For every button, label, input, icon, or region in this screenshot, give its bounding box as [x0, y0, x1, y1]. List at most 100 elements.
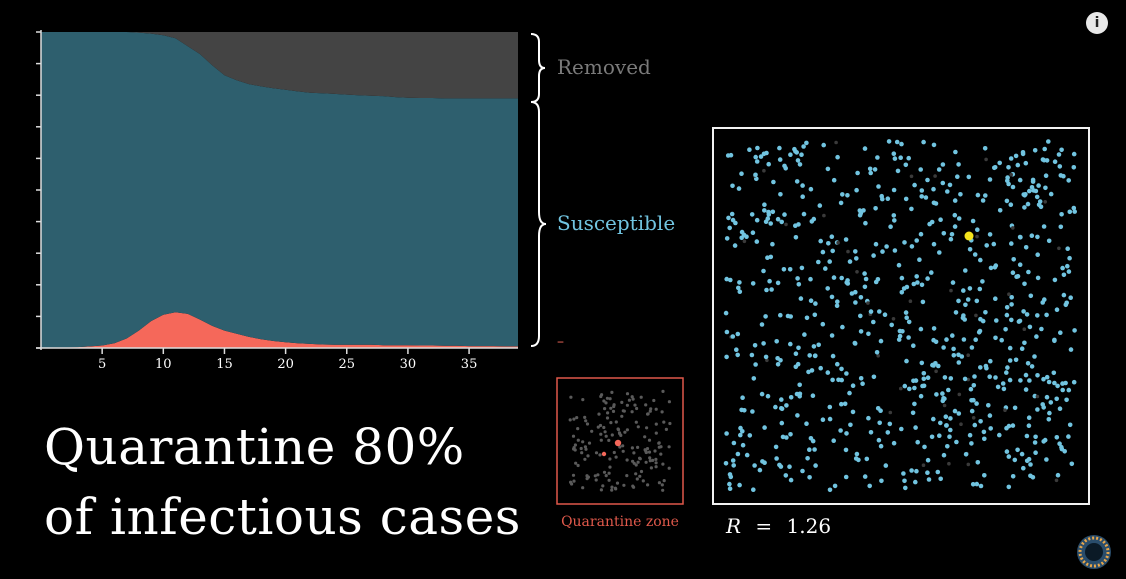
quarantine-dot	[585, 422, 590, 426]
quarantine-dot	[576, 427, 580, 431]
susceptible-dot	[830, 248, 835, 254]
susceptible-dot	[970, 218, 976, 224]
susceptible-dot	[784, 435, 789, 440]
susceptible-dot	[886, 139, 892, 144]
quarantine-dot	[607, 438, 611, 442]
quarantine-dot	[635, 406, 639, 411]
susceptible-dot	[1044, 312, 1049, 318]
susceptible-dot	[774, 339, 779, 344]
susceptible-dot	[726, 215, 731, 221]
susceptible-dot	[735, 451, 741, 457]
susceptible-dot	[1023, 372, 1029, 378]
susceptible-dot	[1006, 454, 1012, 459]
susceptible-dot	[839, 401, 844, 407]
susceptible-dot	[843, 237, 849, 242]
susceptible-dot	[931, 326, 937, 331]
susceptible-dot	[940, 180, 946, 186]
susceptible-dot	[835, 154, 840, 160]
susceptible-dot	[871, 374, 877, 380]
quarantine-dot	[620, 400, 624, 404]
info-icon[interactable]: i	[1086, 12, 1108, 34]
quarantine-dot	[574, 461, 578, 465]
x-tick-label: 20	[277, 357, 294, 372]
susceptible-dot	[1060, 387, 1065, 393]
susceptible-dot	[779, 397, 784, 402]
susceptible-dot	[740, 442, 746, 448]
susceptible-dot	[1034, 194, 1040, 200]
susceptible-dot	[951, 346, 956, 352]
susceptible-dot	[838, 428, 843, 433]
susceptible-dot	[810, 393, 816, 399]
susceptible-dot	[818, 365, 823, 371]
susceptible-dot	[1042, 437, 1048, 443]
quarantine-dot	[649, 466, 653, 470]
susceptible-dot	[825, 370, 831, 375]
susceptible-dot	[795, 361, 801, 367]
susceptible-dot	[878, 338, 884, 344]
susceptible-dot	[1052, 380, 1057, 386]
susceptible-dot	[848, 422, 853, 428]
susceptible-dot	[763, 354, 769, 360]
quarantine-dot	[581, 486, 585, 490]
removed-dot	[784, 222, 788, 227]
susceptible-dot	[876, 184, 881, 189]
susceptible-dot	[1036, 183, 1041, 188]
susceptible-dot	[775, 216, 781, 222]
susceptible-dot	[858, 329, 864, 334]
removed-dot	[933, 174, 937, 178]
susceptible-dot	[1005, 178, 1010, 184]
removed-dot	[765, 358, 769, 363]
headline-line-1: Quarantine 80%	[44, 418, 465, 476]
susceptible-dot	[800, 468, 805, 474]
removed-dot	[846, 249, 850, 254]
quarantine-dot	[584, 447, 588, 451]
susceptible-dot	[948, 416, 953, 421]
quarantine-dot	[661, 389, 665, 393]
susceptible-dot	[1052, 159, 1058, 164]
susceptible-dot	[871, 319, 876, 325]
susceptible-dot	[780, 434, 786, 440]
susceptible-dot	[988, 358, 993, 364]
susceptible-dot	[1061, 173, 1066, 179]
quarantine-dot	[610, 433, 614, 437]
quarantine-dot	[634, 420, 638, 424]
susceptible-dot	[724, 236, 730, 241]
susceptible-dot	[807, 447, 812, 453]
susceptible-dot	[823, 266, 828, 271]
susceptible-dot	[855, 170, 860, 176]
susceptible-dot	[773, 404, 778, 410]
susceptible-dot	[808, 298, 814, 303]
susceptible-dot	[987, 374, 992, 379]
susceptible-dot	[971, 397, 976, 403]
susceptible-dot	[1006, 484, 1012, 490]
susceptible-dot	[1072, 209, 1077, 214]
susceptible-dot	[1066, 434, 1071, 439]
susceptible-dot	[875, 406, 881, 411]
susceptible-dot	[915, 439, 920, 445]
susceptible-dot	[836, 377, 841, 383]
susceptible-dot	[1015, 447, 1020, 453]
removed-dot	[899, 386, 903, 391]
removed-dot	[966, 462, 971, 467]
susceptible-dot	[920, 299, 926, 305]
susceptible-dot	[862, 146, 868, 151]
susceptible-dot	[1028, 462, 1033, 467]
susceptible-dot	[849, 291, 855, 296]
susceptible-dot	[950, 333, 955, 338]
susceptible-dot	[740, 429, 745, 434]
quarantine-dot	[625, 403, 629, 407]
susceptible-dot	[808, 186, 814, 192]
susceptible-dot	[906, 155, 911, 161]
susceptible-dot	[1008, 202, 1014, 207]
quarantine-dot	[667, 445, 671, 449]
susceptible-dot	[942, 375, 948, 380]
susceptible-dot	[765, 393, 771, 399]
susceptible-dot	[804, 315, 810, 321]
susceptible-dot	[1033, 434, 1038, 440]
quarantine-dot	[571, 434, 576, 438]
removed-dot	[971, 416, 976, 420]
susceptible-dot	[940, 162, 946, 167]
susceptible-dot	[963, 302, 968, 308]
susceptible-dot	[759, 391, 765, 397]
susceptible-dot	[970, 482, 976, 487]
